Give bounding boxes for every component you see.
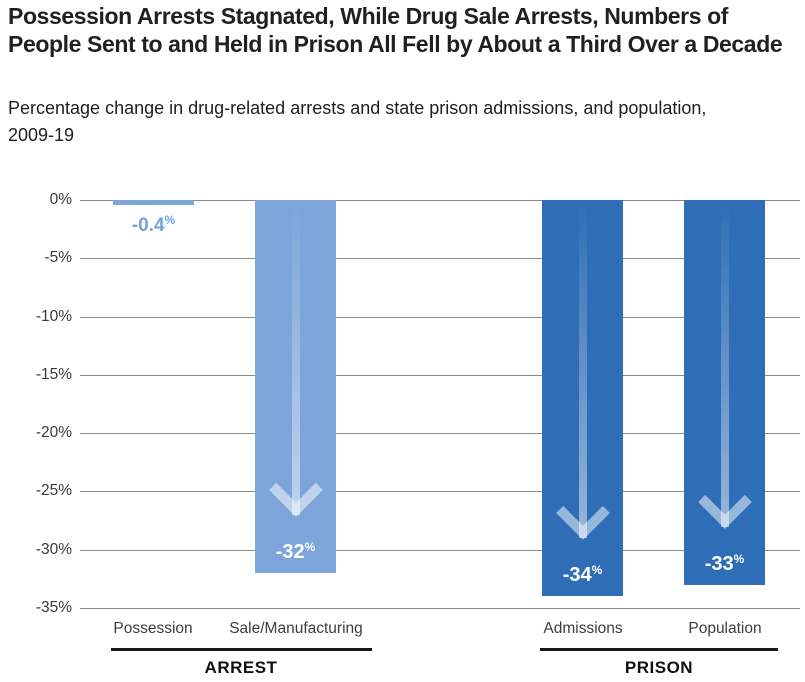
y-axis-tick-label: -25% (35, 482, 72, 500)
gridline (80, 549, 800, 551)
value-text: -34 (562, 564, 592, 587)
x-axis-label-admissions: Admissions (543, 620, 623, 637)
group-label-arrest: ARREST (204, 658, 278, 677)
arrow-stem (578, 202, 587, 539)
gridline (80, 316, 800, 318)
percent-sign: % (733, 551, 745, 566)
bar-population: -33% (684, 200, 765, 585)
gridline (80, 491, 800, 493)
gridline (80, 433, 800, 435)
down-arrow-icon (697, 474, 752, 529)
y-axis-tick-label: -10% (35, 307, 72, 325)
value-text: -0.4 (131, 214, 165, 236)
y-axis-tick-label: -35% (35, 599, 72, 616)
percent-sign: % (591, 563, 603, 578)
bar-value-label: -32% (255, 540, 336, 564)
arrow-stem (720, 202, 729, 527)
chart-title: Possession Arrests Stagnated, While Drug… (8, 3, 783, 58)
bar-sale-manufacturing: -32% (255, 200, 336, 574)
x-axis-label-population: Population (688, 620, 762, 637)
bar-admissions: -34% (542, 200, 623, 597)
bar-value-label: -0.4% (113, 213, 194, 237)
bar-value-label: -33% (684, 552, 765, 576)
gridline (80, 258, 800, 260)
chart-subtitle: Percentage change in drug-related arrest… (8, 98, 707, 145)
x-axis-label-possession: Possession (113, 620, 193, 637)
gridline (80, 374, 800, 376)
down-arrow-icon (268, 463, 323, 517)
prison-group-underline (540, 648, 778, 651)
gridline (80, 200, 800, 201)
y-axis-tick-label: -30% (35, 540, 72, 558)
down-arrow-icon (555, 486, 610, 541)
bar-value-label: -34% (542, 563, 623, 587)
arrest-group-underline (111, 648, 372, 651)
y-axis-tick-label: -20% (35, 424, 72, 442)
bar-possession: -0.4% (113, 200, 194, 236)
value-text: -33 (704, 552, 734, 575)
percent-sign: % (304, 540, 316, 555)
y-axis-tick-label: -5% (44, 249, 72, 267)
gridline (80, 608, 800, 609)
x-axis-label-sale-manufacturing: Sale/Manufacturing (229, 620, 363, 637)
value-text: -32 (275, 541, 305, 564)
arrow-stem (291, 202, 300, 516)
y-axis-tick-label: -15% (35, 365, 72, 383)
group-label-prison: PRISON (624, 658, 694, 677)
y-axis-tick-label: 0% (49, 191, 72, 208)
percent-sign: % (164, 212, 176, 227)
